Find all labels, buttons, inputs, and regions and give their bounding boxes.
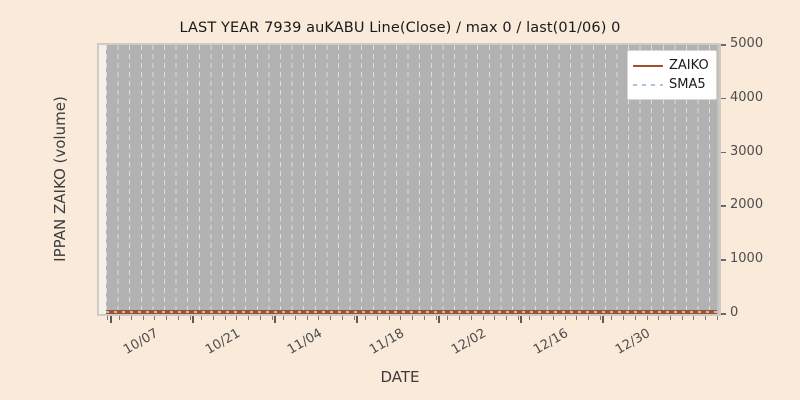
- x-axis-label: DATE: [380, 368, 420, 386]
- x-axis-minor-tick: [576, 316, 578, 320]
- x-axis-minor-tick: [377, 316, 379, 320]
- axis-spine-right: [719, 45, 721, 314]
- y-tick-mark: [721, 44, 726, 46]
- series-line-sma5: [106, 311, 717, 313]
- x-axis-minor-tick: [400, 316, 402, 320]
- y-tick-mark: [721, 97, 726, 100]
- legend-swatch-sma5-icon: [633, 79, 663, 91]
- axis-spine-left: [97, 45, 99, 314]
- legend-item-zaiko[interactable]: ZAIKO: [633, 56, 710, 75]
- x-axis-minor-tick: [658, 316, 660, 320]
- x-axis-minor-tick: [693, 316, 695, 320]
- x-tick-label: 10/07: [121, 326, 161, 358]
- x-axis-minor-tick: [705, 316, 707, 320]
- x-axis-minor-tick: [330, 316, 332, 320]
- x-axis-minor-tick: [318, 316, 320, 320]
- x-axis-minor-tick: [224, 316, 226, 320]
- x-axis-major-tick: [520, 316, 522, 323]
- x-tick-label: 10/21: [203, 326, 243, 358]
- chart-title: LAST YEAR 7939 auKABU Line(Close) / max …: [179, 20, 621, 36]
- x-axis-minor-tick: [365, 316, 367, 320]
- x-axis-minor-tick: [423, 316, 425, 320]
- x-axis-minor-tick: [623, 316, 625, 320]
- x-axis-minor-tick: [681, 316, 683, 320]
- x-axis-minor-tick: [142, 316, 144, 320]
- x-axis-minor-tick: [107, 316, 109, 320]
- x-axis-minor-tick: [283, 316, 285, 320]
- x-tick-label: 12/02: [449, 326, 489, 358]
- y-tick-mark: [721, 151, 726, 154]
- x-axis-minor-tick: [271, 316, 273, 320]
- x-axis-minor-tick: [353, 316, 355, 320]
- y-tick-label: 5000: [730, 36, 764, 51]
- plot-area: [99, 45, 719, 314]
- x-axis-minor-tick: [177, 316, 179, 320]
- x-axis-minor-tick: [189, 316, 191, 320]
- x-axis-minor-tick: [670, 316, 672, 320]
- x-axis-minor-tick: [248, 316, 250, 320]
- x-axis-minor-tick: [259, 316, 261, 320]
- x-axis-minor-tick: [236, 316, 238, 320]
- y-axis-label: IPPAN ZAIKO (volume): [51, 96, 69, 262]
- x-tick-label: 11/18: [367, 326, 407, 358]
- x-axis-minor-tick: [505, 316, 507, 320]
- x-axis-major-tick: [274, 316, 276, 323]
- plot-left-margin-band: [99, 45, 106, 314]
- y-tick-label: 1000: [730, 251, 764, 267]
- x-axis-minor-tick: [388, 316, 390, 320]
- x-axis-minor-tick: [529, 316, 531, 320]
- x-axis-minor-tick: [119, 316, 121, 320]
- x-axis-minor-tick: [295, 316, 296, 320]
- y-tick-mark: [721, 259, 726, 261]
- x-axis-minor-tick: [341, 316, 343, 320]
- legend-label-sma5: SMA5: [669, 77, 706, 92]
- x-axis-minor-tick: [552, 316, 554, 320]
- x-axis-minor-tick: [435, 316, 437, 320]
- legend-label-zaiko: ZAIKO: [669, 58, 709, 73]
- x-axis-minor-tick: [716, 316, 718, 320]
- x-axis-minor-tick: [646, 316, 648, 320]
- vertical-gridlines: [106, 45, 717, 314]
- x-axis-major-tick: [438, 316, 440, 323]
- x-axis-minor-tick: [166, 316, 168, 320]
- chart-legend[interactable]: ZAIKO SMA5: [627, 50, 717, 100]
- y-tick-mark: [721, 205, 726, 207]
- plot-right-margin-band: [717, 45, 719, 314]
- x-axis-minor-tick: [634, 316, 636, 320]
- x-axis-major-tick: [602, 316, 604, 323]
- x-axis-minor-tick: [564, 316, 566, 320]
- x-tick-label: 12/16: [531, 326, 571, 358]
- x-axis-minor-tick: [306, 316, 308, 320]
- x-axis-minor-tick: [588, 316, 589, 320]
- x-axis-minor-tick: [201, 316, 203, 320]
- y-tick-label: 0: [730, 305, 739, 320]
- x-axis-minor-tick: [541, 316, 543, 320]
- axis-spine-bottom: [97, 314, 721, 316]
- x-axis-minor-tick: [599, 316, 601, 320]
- x-axis-minor-tick: [470, 316, 472, 320]
- x-axis-major-tick: [110, 316, 112, 323]
- x-axis-minor-tick: [611, 316, 613, 320]
- axis-spine-top: [97, 43, 721, 45]
- y-tick-label: 3000: [730, 143, 764, 159]
- y-tick-mark: [721, 313, 726, 315]
- y-tick-label: 2000: [730, 197, 764, 213]
- legend-swatch-zaiko-icon: [633, 60, 663, 72]
- x-tick-label: 11/04: [285, 326, 325, 358]
- x-axis-major-tick: [192, 316, 194, 323]
- x-axis-minor-tick: [517, 316, 519, 320]
- x-axis-minor-tick: [412, 316, 414, 320]
- x-axis-minor-tick: [447, 316, 449, 320]
- x-axis-minor-tick: [154, 316, 156, 320]
- x-axis-minor-tick: [130, 316, 132, 320]
- x-axis-minor-tick: [494, 316, 496, 320]
- x-axis-major-tick: [356, 316, 358, 323]
- x-axis-minor-tick: [459, 316, 461, 320]
- y-tick-label: 4000: [730, 89, 764, 105]
- x-tick-label: 12/30: [613, 326, 653, 358]
- x-axis-minor-tick: [212, 316, 214, 320]
- legend-item-sma5[interactable]: SMA5: [633, 75, 710, 94]
- x-axis-minor-tick: [482, 316, 484, 320]
